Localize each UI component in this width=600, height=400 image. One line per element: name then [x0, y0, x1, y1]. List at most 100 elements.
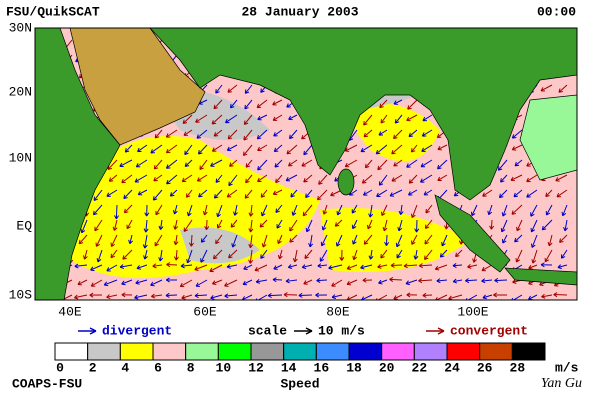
wind-arrow: [303, 174, 313, 183]
wind-arrow: [489, 219, 495, 230]
wind-arrow: [515, 249, 523, 263]
wind-arrow: [121, 279, 133, 286]
wind-arrow: [198, 189, 208, 198]
wind-arrow: [215, 174, 223, 183]
wind-arrow: [501, 204, 508, 217]
wind-arrow: [248, 234, 254, 249]
wind-arrow: [243, 114, 253, 125]
wind-arrow: [465, 278, 478, 284]
wind-arrow: [195, 114, 208, 123]
arabia: [69, 28, 206, 146]
wind-arrow: [288, 114, 298, 121]
wind-arrow: [255, 294, 268, 300]
wind-arrow: [368, 249, 374, 260]
wind-arrow: [210, 159, 223, 167]
wind-arrow: [407, 189, 418, 196]
wind-arrow: [230, 219, 238, 228]
wind-arrow: [166, 262, 178, 268]
wind-arrow: [441, 234, 448, 247]
wind-arrow: [528, 264, 538, 270]
wind-arrow: [346, 279, 358, 286]
wind-arrow: [406, 114, 418, 122]
wind-arrow: [563, 219, 569, 232]
indochina-sea: [519, 94, 577, 181]
colorbar-unit: m/s: [555, 360, 579, 375]
wind-arrow: [544, 249, 553, 263]
wind-arrow: [181, 174, 193, 183]
colorbar-box: [119, 342, 154, 361]
colorbar-box: [250, 342, 285, 361]
wind-arrow: [226, 189, 238, 198]
wind-arrow: [336, 204, 343, 216]
wind-arrow: [273, 264, 283, 270]
wind-arrow: [425, 204, 433, 214]
wind-arrow: [216, 204, 223, 218]
legend-scale-value: 10 m/s: [318, 323, 365, 338]
wind-arrow: [318, 174, 328, 185]
wind-arrow: [212, 249, 223, 260]
wind-arrow: [74, 263, 88, 269]
wind-arrow: [248, 249, 254, 264]
africa: [35, 28, 121, 300]
wind-arrow: [154, 129, 163, 139]
legend: divergent scale 10 m/s convergent: [78, 323, 528, 338]
wind-arrow: [377, 263, 388, 269]
wind-arrow: [391, 144, 403, 155]
map: [35, 28, 577, 300]
wind-arrow: [121, 174, 133, 184]
wind-arrow: [165, 129, 178, 138]
wind-arrow: [288, 159, 298, 167]
header-center: 28 January 2003: [241, 4, 358, 19]
wind-arrow: [411, 234, 418, 245]
wind-arrow: [481, 264, 493, 272]
wind-arrow: [182, 114, 193, 124]
wind-arrow: [152, 263, 163, 269]
wind-arrow: [405, 279, 418, 286]
wind-arrow: [346, 294, 358, 300]
wind-arrow: [96, 249, 103, 263]
wind-arrow: [351, 219, 358, 230]
wind-arrow: [179, 279, 193, 288]
colorbar-box: [217, 342, 252, 361]
footer-right: Yan Gu: [541, 376, 582, 391]
wind-arrow: [137, 144, 148, 153]
wind-arrow: [89, 292, 103, 298]
wind-arrow: [123, 189, 133, 200]
wind-zone: [180, 227, 260, 264]
wind-arrow: [331, 294, 343, 300]
wind-arrow: [393, 99, 403, 105]
colorbar-tick: 2: [89, 360, 97, 375]
wind-arrow: [439, 249, 448, 258]
wind-arrow: [541, 293, 553, 299]
wind-arrow: [255, 278, 268, 284]
wind-arrow: [526, 189, 538, 198]
wind-arrow: [547, 234, 553, 247]
colorbar-tick: 0: [56, 360, 64, 375]
colorbar-tick: 24: [444, 360, 460, 375]
wind-arrow: [244, 99, 253, 110]
colorbar-box: [87, 342, 121, 361]
wind-arrow: [487, 204, 493, 216]
colorbar-tick: 26: [477, 360, 493, 375]
wind-arrow: [272, 189, 283, 196]
wind-arrow: [321, 219, 328, 231]
wind-arrow: [123, 204, 133, 214]
legend-arrow: [89, 327, 97, 335]
wind-arrow: [90, 264, 103, 272]
wind-arrow: [74, 294, 88, 300]
wind-arrow: [185, 189, 193, 198]
lon-label: 80E: [326, 304, 350, 319]
wind-arrow: [482, 294, 493, 300]
wind-arrow: [144, 204, 150, 217]
colorbar-label: Speed: [280, 376, 319, 391]
wind-arrow: [224, 279, 238, 287]
wind-arrow: [334, 219, 343, 227]
legend-convergent: convergent: [450, 323, 528, 338]
wind-arrow: [112, 219, 118, 231]
wind-arrow: [384, 234, 390, 246]
colorbar-box: [511, 342, 546, 361]
wind-arrow: [134, 174, 148, 183]
wind-arrow: [319, 249, 328, 262]
wind-zone: [320, 208, 470, 272]
